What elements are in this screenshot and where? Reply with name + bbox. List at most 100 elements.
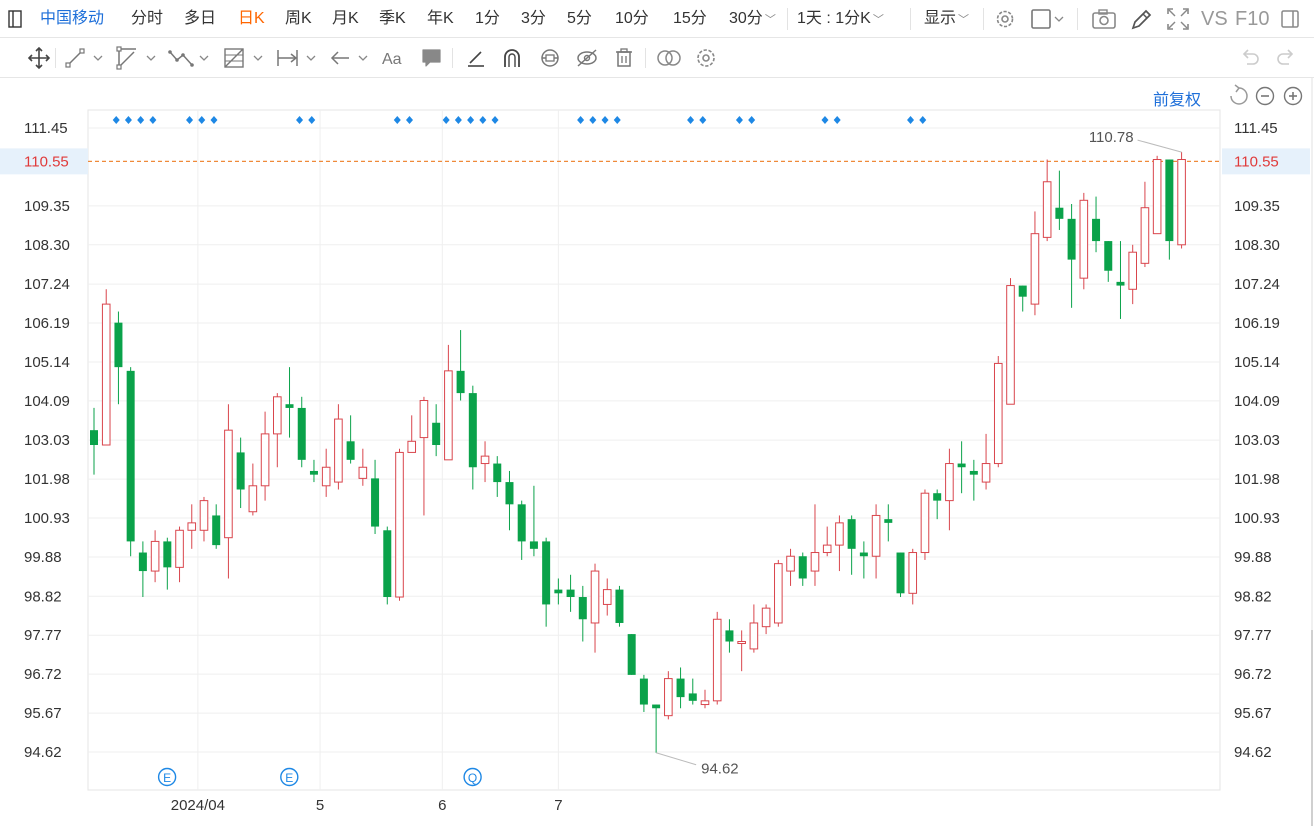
tab-weekly-k[interactable]: 周K [285, 10, 312, 27]
candlestick-chart[interactable]: 111.45 111.45 110.55 110.55 109.35 109.35 108.… [0, 78, 1314, 826]
move-icon[interactable] [26, 46, 52, 70]
divider [645, 48, 646, 68]
trend-line-tool-icon[interactable] [64, 46, 106, 70]
text-tool-icon[interactable]: Aa [381, 46, 407, 70]
price-adjust-select[interactable]: 前复权 [1153, 92, 1202, 109]
event-marker-q[interactable]: Q [463, 767, 482, 787]
candle-down [542, 537, 551, 627]
tab-5min[interactable]: 5分 [567, 10, 592, 27]
tab-10min[interactable]: 10分 [615, 10, 649, 27]
interval-select[interactable]: 1天 : 1分K ﹀ [797, 0, 884, 38]
vs-compare-button[interactable]: VS [1201, 8, 1228, 30]
signal-dot [198, 116, 206, 124]
y-tick-label-right: 106.19 [1234, 315, 1280, 332]
candle-body [529, 541, 538, 549]
fibonacci-tool-icon[interactable] [222, 46, 266, 70]
candle-up [395, 448, 404, 601]
magnet-icon[interactable] [500, 46, 524, 70]
divider [452, 48, 453, 68]
candle-body [1165, 159, 1174, 242]
wave-tool-icon[interactable] [168, 46, 214, 70]
tab-yearly-k[interactable]: 年K [427, 10, 454, 27]
lock-drawing-icon[interactable] [537, 46, 563, 70]
candle-up [1079, 192, 1089, 290]
candle-down [578, 585, 587, 642]
fullscreen-icon[interactable] [1166, 0, 1190, 38]
date-axis: 2024/04 5 6 7 [171, 797, 563, 814]
event-marker-e[interactable]: E [157, 767, 177, 787]
candle-body [835, 522, 844, 546]
y-tick-label-right: 100.93 [1234, 510, 1280, 527]
current-price-tag-right [1222, 148, 1310, 175]
candle-up [700, 689, 710, 709]
tab-1min[interactable]: 1分 [475, 10, 500, 27]
draw-pen-icon[interactable] [464, 46, 488, 70]
tab-3min[interactable]: 3分 [521, 10, 546, 27]
y-tick-label-right: 96.72 [1234, 666, 1272, 683]
sidebar-toggle-icon[interactable] [8, 0, 22, 38]
candle-body [578, 597, 587, 620]
chevron-down-icon: ﹀ [764, 14, 776, 26]
candle-body [199, 500, 209, 531]
y-tick-label-right: 109.35 [1234, 198, 1280, 215]
candle-body [1177, 159, 1186, 246]
tab-fenshi[interactable]: 分时 [131, 10, 164, 27]
high-leader-line [1137, 139, 1182, 153]
gear-icon[interactable] [993, 0, 1017, 38]
panel-toggle-icon[interactable] [1280, 0, 1300, 38]
y-tick-label-right: 110.55 [1234, 153, 1279, 170]
candle-up [224, 404, 233, 579]
measure-tool-icon[interactable] [275, 46, 319, 70]
trash-icon[interactable] [612, 46, 636, 70]
tab-daily-k[interactable]: 日K [238, 10, 265, 27]
event-marker-label: Q [468, 771, 477, 785]
candle-body [957, 463, 966, 468]
tab-30min[interactable]: 30分 ﹀ [729, 0, 776, 38]
candle-down [627, 634, 636, 675]
zoom-out-icon[interactable] [1255, 86, 1275, 106]
undo-icon[interactable] [1238, 46, 1262, 70]
event-marker-label: E [163, 771, 171, 785]
divider [983, 8, 984, 30]
display-menu[interactable]: 显示 ﹀ [924, 0, 969, 38]
candle-body [260, 433, 270, 487]
f10-button[interactable]: F10 [1235, 8, 1270, 30]
stock-name[interactable]: 中国移动 [40, 10, 105, 27]
tab-monthly-k[interactable]: 月K [332, 10, 359, 27]
tab-quarterly-k[interactable]: 季K [379, 10, 406, 27]
candle-down [456, 330, 465, 401]
reset-zoom-icon[interactable] [1230, 84, 1248, 105]
candle-body [1055, 207, 1064, 219]
tab-15min[interactable]: 15分 [673, 10, 707, 27]
camera-icon[interactable] [1091, 0, 1117, 38]
hide-drawings-icon[interactable] [574, 46, 600, 70]
y-tick-label-left: 94.62 [24, 744, 62, 761]
x-tick-label: 7 [554, 797, 562, 814]
candle-down [896, 552, 905, 598]
zoom-in-icon[interactable] [1283, 86, 1303, 106]
arrow-tool-icon[interactable] [329, 46, 373, 70]
candle-body [371, 478, 380, 527]
candle-body [664, 678, 673, 717]
pencil-icon[interactable] [1128, 0, 1152, 38]
y-tick-label-left: 101.98 [24, 471, 70, 488]
candle-body [993, 362, 1003, 465]
low-annotation: 94.62 [701, 761, 739, 778]
vertical-scrollbar[interactable] [1306, 78, 1314, 826]
candle-up [602, 578, 612, 616]
event-marker-e[interactable]: E [280, 767, 299, 787]
drawing-settings-gear-icon[interactable] [694, 46, 718, 70]
candle-body [285, 404, 294, 408]
candle-down [957, 441, 966, 494]
channel-tool-icon[interactable] [116, 46, 160, 70]
compare-overlay-icon[interactable] [655, 46, 683, 70]
layout-select[interactable] [1031, 0, 1065, 38]
candle-down [969, 459, 978, 501]
tab-duori[interactable]: 多日 [184, 10, 217, 27]
candle-up [407, 415, 417, 453]
candle-body [444, 370, 453, 461]
redo-icon[interactable] [1274, 46, 1298, 70]
comment-tool-icon[interactable] [420, 46, 444, 70]
candle-body [542, 541, 551, 605]
y-tick-label-left: 107.24 [24, 276, 70, 293]
